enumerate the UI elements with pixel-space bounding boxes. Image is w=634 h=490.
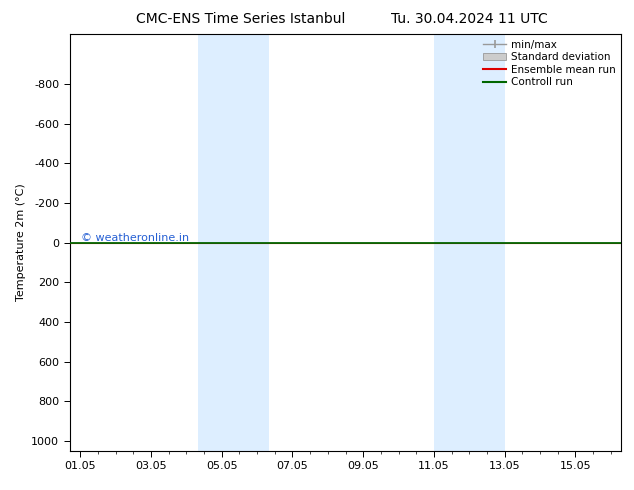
Y-axis label: Temperature 2m (°C): Temperature 2m (°C) — [16, 184, 26, 301]
Bar — [434, 34, 458, 451]
Text: Tu. 30.04.2024 11 UTC: Tu. 30.04.2024 11 UTC — [391, 12, 548, 26]
Legend: min/max, Standard deviation, Ensemble mean run, Controll run: min/max, Standard deviation, Ensemble me… — [481, 37, 618, 89]
Bar — [458, 34, 505, 451]
Text: © weatheronline.in: © weatheronline.in — [81, 233, 189, 243]
Text: CMC-ENS Time Series Istanbul: CMC-ENS Time Series Istanbul — [136, 12, 346, 26]
Bar — [222, 34, 269, 451]
Bar — [198, 34, 222, 451]
